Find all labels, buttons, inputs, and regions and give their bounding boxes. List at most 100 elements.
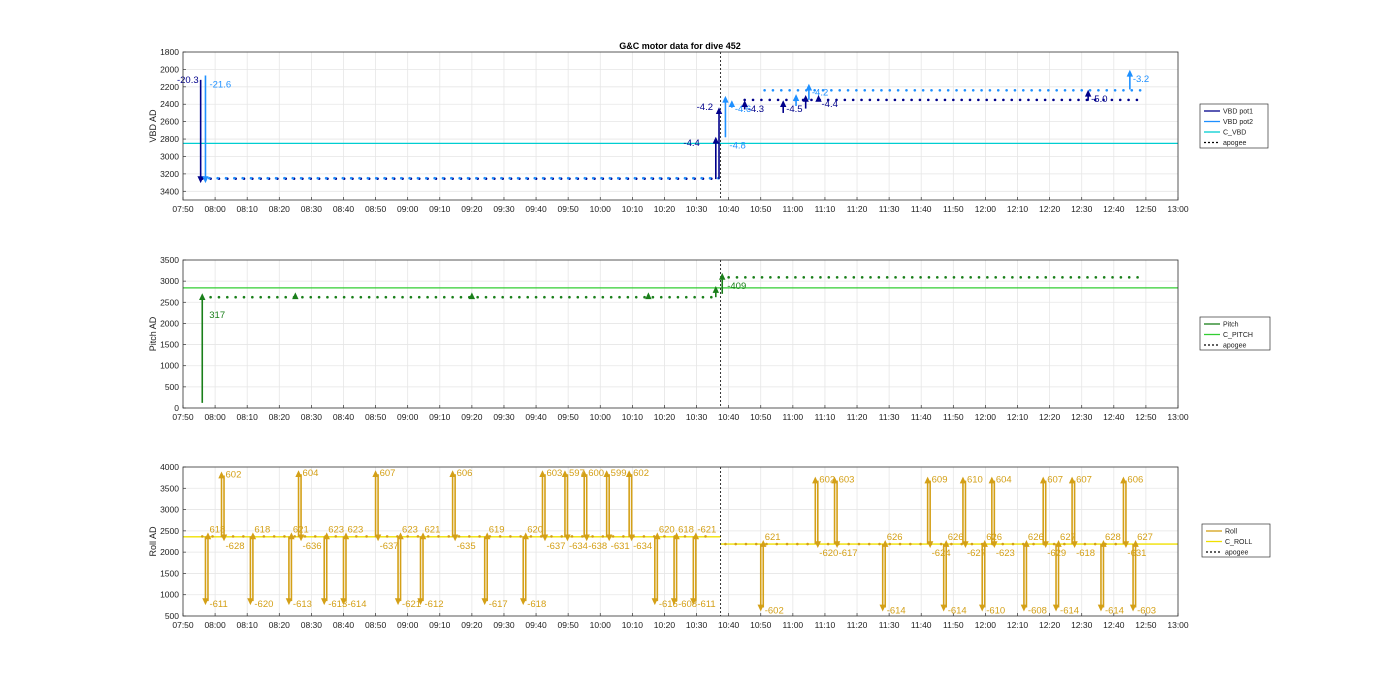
x-tick-label: 11:50 [943, 620, 964, 630]
y-tick-label: 2600 [160, 117, 179, 127]
x-tick-label: 10:00 [590, 620, 612, 630]
data-point [358, 176, 361, 180]
data-point [676, 295, 680, 299]
data-point [902, 276, 906, 279]
roll-return-label: -628 [226, 541, 245, 552]
move-label: -4.8 [729, 140, 745, 151]
legend-label: apogee [1223, 343, 1246, 350]
roll-out-arrow [879, 604, 886, 612]
data-point [491, 176, 495, 180]
roll-return-label: -623 [996, 548, 1015, 559]
x-tick-label: 12:20 [1039, 204, 1061, 214]
data-point [451, 295, 454, 299]
roll-move-label: -612 [425, 599, 444, 610]
data-point [847, 542, 850, 546]
data-point [878, 542, 881, 546]
roll-move: -602 621 [757, 532, 784, 616]
legend-label: C_ROLL [1225, 539, 1252, 546]
roll-back-arrow [220, 534, 228, 542]
data-point [291, 176, 295, 180]
x-tick-label: 10:10 [622, 412, 644, 422]
data-point [233, 176, 236, 180]
roll-move-label: -608 [1028, 605, 1047, 616]
data-point [509, 535, 512, 538]
roll-move: -616 620 [651, 524, 678, 610]
data-point [919, 276, 922, 279]
plot-area [183, 52, 1178, 200]
data-point [600, 176, 603, 180]
move-label: -20.3 [177, 75, 199, 86]
roll-move: 610 -627 [959, 475, 986, 559]
roll-move: -613 623 [321, 524, 347, 610]
data-point [1097, 89, 1100, 92]
x-tick-label: 10:30 [686, 412, 708, 422]
data-point [316, 176, 320, 180]
data-point [583, 176, 587, 180]
roll-back-arrow [692, 532, 700, 540]
data-point [651, 295, 655, 299]
move-label: -4.3 [748, 104, 764, 115]
data-point [692, 176, 695, 180]
data-point [249, 176, 253, 180]
roll-back-arrow [833, 541, 841, 549]
x-tick-label: 12:40 [1103, 412, 1125, 422]
data-point [274, 176, 278, 180]
roll-back-arrow [484, 532, 491, 540]
data-point [433, 176, 436, 180]
move-label: -4.4 [822, 99, 838, 110]
data-point [416, 176, 420, 180]
data-point [971, 89, 975, 92]
roll-move-label: 603 [546, 468, 562, 479]
data-point [308, 176, 311, 180]
data-point [293, 535, 296, 538]
data-point [663, 535, 666, 538]
data-point [667, 176, 670, 180]
roll-back-arrow [628, 534, 635, 542]
data-point [760, 276, 764, 279]
data-point [558, 176, 562, 180]
data-point [1001, 542, 1005, 546]
data-point [618, 295, 621, 299]
roll-back-arrow [981, 540, 988, 547]
data-point [584, 295, 588, 299]
roll-out-arrow [690, 598, 697, 606]
roll-move: -608 626 [1020, 532, 1047, 616]
data-point [813, 89, 816, 92]
roll-move-label: -616 [659, 599, 678, 610]
data-point [593, 295, 596, 299]
roll-out-arrow [202, 598, 209, 606]
data-point [1052, 276, 1056, 279]
x-tick-label: 08:50 [365, 412, 387, 422]
roll-return-label: -637 [546, 541, 565, 552]
data-point [796, 542, 799, 546]
data-point [893, 98, 897, 102]
data-point [724, 542, 727, 546]
roll-move: 604 -623 [988, 475, 1015, 559]
roll-move: -614 628 [1097, 532, 1124, 616]
data-point [1135, 98, 1139, 102]
move-arrow [199, 293, 206, 301]
roll-move: -614 623 [340, 524, 366, 610]
roll-return-label: -635 [457, 541, 476, 552]
roll-move-label: -613 [328, 599, 347, 610]
roll-move-label: -621 [402, 599, 421, 610]
y-tick-label: 1500 [160, 568, 179, 578]
y-tick-label: 3000 [160, 505, 179, 515]
data-point [880, 89, 883, 92]
data-point [392, 295, 396, 299]
data-point [938, 89, 942, 92]
data-point [575, 176, 578, 180]
data-point [1063, 542, 1066, 546]
roll-move: -618 620 [520, 524, 546, 610]
x-tick-label: 09:40 [525, 620, 547, 630]
data-point [860, 98, 863, 102]
roll-out-arrow [218, 471, 225, 479]
x-tick-label: 11:50 [943, 412, 964, 422]
roll-move-label: 600 [588, 468, 604, 479]
data-point [1019, 276, 1023, 279]
data-point [225, 295, 229, 299]
roll-move: -614 627 [1052, 532, 1079, 616]
x-tick-label: 12:00 [975, 204, 997, 214]
roll-move: 597 -634 [561, 468, 588, 552]
data-point [313, 535, 317, 538]
